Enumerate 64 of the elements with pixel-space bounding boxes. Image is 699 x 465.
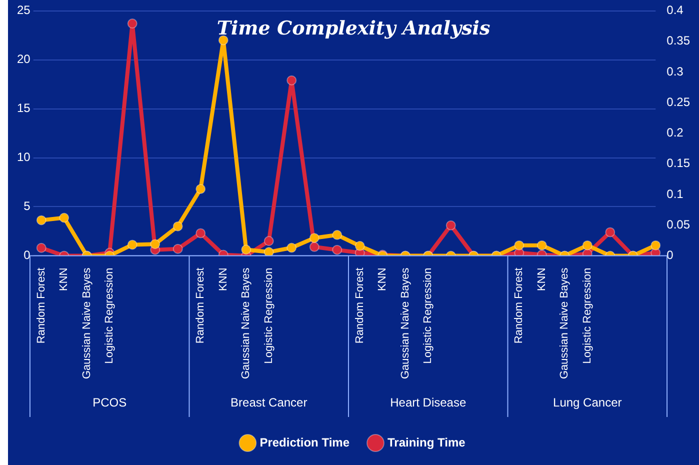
y2-tick-label: 0 bbox=[666, 248, 674, 262]
y2-tick-label: 0.15 bbox=[666, 156, 690, 170]
x-tick-label: Logistic Regression bbox=[581, 268, 594, 364]
point bbox=[196, 228, 206, 238]
point bbox=[241, 244, 252, 255]
point bbox=[264, 247, 274, 256]
text: Lung Cancer bbox=[553, 395, 622, 410]
y-tick-label: 0 bbox=[24, 248, 31, 262]
x-tick-label: Gaussian Naive Bayes bbox=[399, 267, 412, 380]
text: Breast Cancer bbox=[230, 395, 308, 410]
x-tick-label: Random Forest bbox=[513, 268, 526, 344]
x-tick-label: Logistic Regression bbox=[104, 268, 116, 364]
x-tick-label: Random Forest bbox=[35, 268, 48, 344]
x-tick-label: KNN bbox=[217, 268, 230, 291]
point bbox=[218, 35, 228, 46]
point bbox=[332, 230, 342, 240]
y2-tick-label: 0.25 bbox=[666, 94, 690, 109]
point bbox=[172, 244, 183, 254]
point bbox=[127, 240, 138, 250]
point bbox=[605, 227, 616, 238]
y-tick-label: 20 bbox=[16, 52, 31, 66]
y-tick-label: 10 bbox=[16, 150, 31, 164]
point bbox=[150, 239, 160, 250]
point bbox=[59, 212, 70, 223]
chart-title: Time Complexity Analysis bbox=[216, 17, 490, 40]
y-tick-label: 25 bbox=[16, 3, 31, 18]
y-tick-label: 15 bbox=[16, 101, 31, 116]
text: Heart Disease bbox=[390, 395, 466, 410]
x-tick-label: Gaussian Naive Bayes bbox=[558, 267, 571, 380]
point bbox=[582, 240, 592, 250]
point bbox=[36, 215, 46, 226]
point bbox=[514, 240, 524, 250]
legend-label: Prediction Time bbox=[260, 435, 350, 450]
x-tick-label: KNN bbox=[376, 268, 389, 291]
point bbox=[332, 244, 342, 255]
point bbox=[286, 242, 297, 253]
legend-label: Training Time bbox=[388, 435, 466, 450]
point bbox=[172, 221, 183, 232]
point bbox=[354, 240, 365, 251]
x-tick-label: KNN bbox=[536, 268, 548, 291]
text: PCOS bbox=[92, 395, 127, 410]
x-tick-label: Logistic Regression bbox=[422, 268, 434, 364]
point bbox=[196, 184, 206, 194]
point bbox=[127, 18, 138, 29]
point bbox=[650, 240, 661, 250]
x-tick-label: KNN bbox=[58, 268, 70, 291]
point bbox=[446, 220, 456, 230]
y2-tick-label: 0.05 bbox=[666, 217, 690, 232]
y2-tick-label: 0.35 bbox=[666, 34, 690, 48]
point bbox=[536, 240, 547, 250]
y2-tick-label: 0.2 bbox=[666, 126, 684, 140]
x-tick-label: Gaussian Naive Bayes bbox=[80, 267, 93, 380]
x-tick-label: Gaussian Naive Bayes bbox=[240, 267, 252, 380]
y-tick-label: 5 bbox=[24, 199, 31, 214]
x-tick-label: Logistic Regression bbox=[262, 268, 275, 364]
point bbox=[309, 232, 320, 243]
point bbox=[309, 242, 320, 252]
x-tick-label: Random Forest bbox=[354, 268, 366, 344]
point bbox=[286, 75, 297, 86]
y2-tick-label: 0.4 bbox=[666, 3, 684, 18]
x-tick-label: Random Forest bbox=[194, 268, 207, 344]
point bbox=[36, 242, 46, 253]
y2-tick-label: 0.1 bbox=[666, 186, 684, 201]
y2-tick-label: 0.3 bbox=[666, 64, 684, 78]
